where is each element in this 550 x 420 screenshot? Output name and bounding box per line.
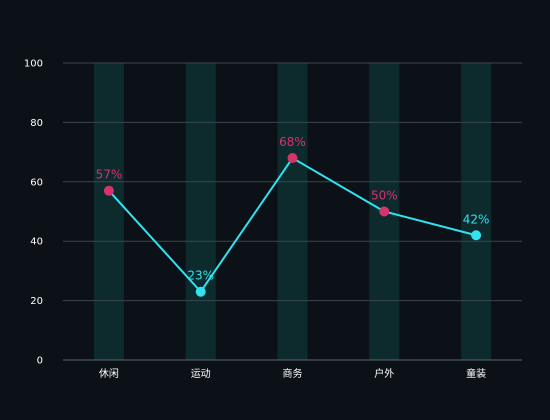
x-tick-label: 商务 [283,367,303,380]
category-bands [93,63,492,360]
y-tick-label: 20 [30,296,43,307]
x-tick-label: 运动 [191,368,211,380]
y-tick-label: 80 [30,118,43,129]
category-band [185,63,216,360]
data-point [471,230,482,241]
category-band [93,63,124,360]
data-label: 50% [371,189,398,203]
category-band [461,63,492,360]
y-tick-label: 40 [30,237,43,248]
x-tick-label: 童装 [466,367,486,380]
data-points [103,153,482,297]
data-label: 23% [187,269,214,283]
data-point [379,206,390,217]
data-point [287,153,298,164]
data-label: 57% [96,168,123,182]
data-label: 42% [463,212,490,226]
x-tick-label: 户外 [374,367,394,380]
x-axis-ticks: 休闲 运动 商务 户外 童装 [99,367,486,380]
y-tick-label: 0 [37,356,43,367]
y-tick-label: 60 [30,177,43,188]
x-tick-label: 休闲 [99,367,119,380]
data-label: 68% [279,135,306,149]
y-axis-ticks: 0 20 40 60 80 100 [24,59,43,367]
data-labels: 57% 23% 68% 50% 42% [96,135,490,283]
category-band [277,63,308,360]
gridlines [63,62,522,361]
data-point [103,185,114,196]
data-point [195,286,206,297]
y-tick-label: 100 [24,59,43,70]
